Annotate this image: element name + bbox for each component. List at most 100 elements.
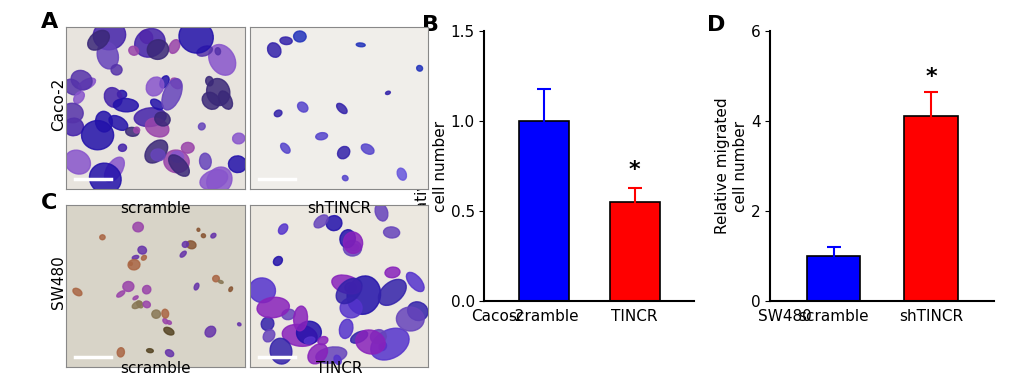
Ellipse shape — [326, 216, 341, 231]
Text: C: C — [41, 193, 57, 213]
Ellipse shape — [416, 66, 422, 71]
Ellipse shape — [257, 297, 289, 318]
Ellipse shape — [100, 235, 105, 240]
Ellipse shape — [171, 151, 183, 162]
Ellipse shape — [308, 344, 327, 364]
Ellipse shape — [137, 301, 143, 308]
Y-axis label: Relative migrated
cell number: Relative migrated cell number — [714, 98, 747, 234]
Ellipse shape — [281, 309, 294, 320]
Ellipse shape — [147, 349, 153, 353]
Ellipse shape — [379, 342, 386, 350]
Ellipse shape — [336, 103, 346, 113]
Ellipse shape — [142, 255, 147, 260]
Ellipse shape — [207, 167, 231, 194]
Ellipse shape — [228, 287, 232, 291]
Ellipse shape — [228, 156, 247, 173]
Ellipse shape — [237, 323, 240, 326]
Ellipse shape — [116, 291, 124, 297]
Ellipse shape — [333, 355, 341, 364]
Ellipse shape — [178, 20, 213, 53]
Ellipse shape — [278, 224, 287, 234]
Ellipse shape — [280, 143, 289, 153]
Ellipse shape — [165, 350, 173, 357]
Ellipse shape — [339, 230, 355, 248]
Ellipse shape — [211, 233, 216, 238]
Ellipse shape — [200, 170, 227, 190]
Ellipse shape — [213, 276, 219, 282]
Ellipse shape — [151, 99, 163, 110]
Ellipse shape — [180, 251, 186, 257]
Text: *: * — [924, 67, 936, 87]
Ellipse shape — [122, 281, 133, 291]
Ellipse shape — [197, 228, 200, 231]
Ellipse shape — [151, 149, 165, 161]
Ellipse shape — [143, 301, 150, 308]
Text: B: B — [422, 15, 438, 35]
Ellipse shape — [65, 150, 91, 174]
Text: A: A — [41, 12, 58, 32]
Ellipse shape — [205, 326, 215, 337]
Ellipse shape — [316, 347, 346, 363]
Ellipse shape — [132, 222, 144, 232]
Ellipse shape — [164, 150, 190, 173]
Ellipse shape — [135, 29, 165, 57]
Ellipse shape — [346, 276, 380, 314]
Ellipse shape — [232, 133, 245, 144]
Ellipse shape — [375, 203, 387, 221]
Ellipse shape — [186, 241, 196, 249]
Ellipse shape — [344, 283, 356, 293]
Text: scramble: scramble — [120, 201, 191, 216]
Ellipse shape — [104, 157, 124, 182]
Ellipse shape — [371, 328, 409, 360]
Ellipse shape — [298, 102, 308, 112]
Text: *: * — [628, 161, 640, 180]
Ellipse shape — [263, 330, 274, 342]
Ellipse shape — [162, 309, 168, 318]
Ellipse shape — [218, 280, 223, 283]
Text: shTINCR: shTINCR — [307, 201, 371, 216]
Ellipse shape — [64, 118, 84, 136]
Ellipse shape — [97, 42, 118, 69]
Ellipse shape — [316, 133, 327, 140]
Ellipse shape — [261, 317, 274, 330]
Ellipse shape — [207, 78, 229, 106]
Text: SW480: SW480 — [51, 255, 65, 309]
Ellipse shape — [128, 46, 139, 55]
Ellipse shape — [202, 92, 219, 109]
Ellipse shape — [164, 327, 174, 335]
Ellipse shape — [138, 246, 147, 254]
Ellipse shape — [160, 76, 169, 88]
Ellipse shape — [342, 176, 347, 181]
Ellipse shape — [93, 20, 125, 50]
Ellipse shape — [273, 256, 282, 266]
Ellipse shape — [249, 278, 275, 303]
Ellipse shape — [314, 215, 328, 228]
Ellipse shape — [61, 103, 84, 123]
Ellipse shape — [293, 306, 307, 331]
Ellipse shape — [181, 142, 194, 153]
Ellipse shape — [356, 43, 365, 47]
Ellipse shape — [385, 91, 390, 95]
Ellipse shape — [318, 337, 327, 345]
Ellipse shape — [162, 79, 182, 110]
Ellipse shape — [282, 324, 317, 346]
Ellipse shape — [194, 283, 199, 290]
Ellipse shape — [370, 330, 386, 344]
Ellipse shape — [396, 168, 406, 180]
Ellipse shape — [132, 301, 142, 308]
Ellipse shape — [351, 331, 367, 343]
Bar — [518, 121, 568, 301]
Ellipse shape — [356, 330, 385, 354]
Ellipse shape — [293, 31, 306, 42]
Ellipse shape — [267, 43, 280, 57]
Ellipse shape — [206, 76, 213, 86]
Ellipse shape — [146, 77, 164, 96]
Ellipse shape — [90, 163, 121, 194]
Ellipse shape — [336, 278, 362, 304]
Ellipse shape — [304, 337, 315, 344]
Ellipse shape — [168, 155, 190, 176]
Ellipse shape — [109, 115, 127, 130]
Ellipse shape — [361, 144, 374, 154]
Ellipse shape — [331, 275, 361, 294]
Ellipse shape — [64, 79, 82, 95]
